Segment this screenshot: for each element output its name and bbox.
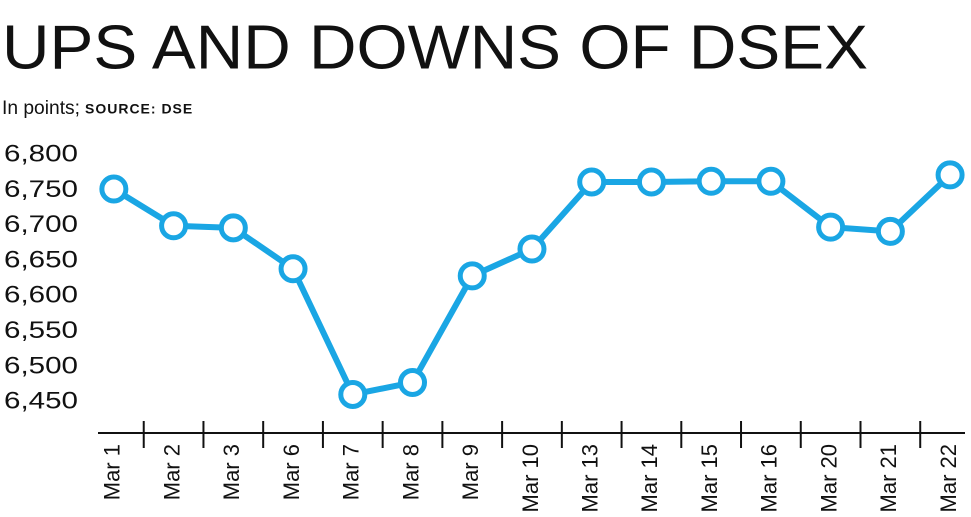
x-tick-label: Mar 1 xyxy=(100,444,125,500)
marker xyxy=(577,167,607,197)
marker xyxy=(756,166,786,196)
x-tick-label: Mar 6 xyxy=(279,444,304,500)
y-tick-label: 6,500 xyxy=(4,352,78,379)
x-tick-label: Mar 14 xyxy=(637,444,662,512)
x-tick-label: Mar 20 xyxy=(816,444,841,512)
x-tick-label: Mar 15 xyxy=(697,444,722,512)
x-tick-label: Mar 10 xyxy=(518,444,543,512)
y-tick-label: 6,750 xyxy=(4,176,78,203)
marker xyxy=(816,212,846,242)
marker xyxy=(636,167,666,197)
x-tick-label: Mar 3 xyxy=(219,444,244,500)
x-tick-label: Mar 9 xyxy=(458,444,483,500)
x-tick-label: Mar 13 xyxy=(578,444,603,512)
marker xyxy=(696,166,726,196)
marker xyxy=(338,379,368,409)
source: SOURCE: DSE xyxy=(85,101,193,117)
marker xyxy=(935,160,965,190)
marker xyxy=(517,234,547,264)
x-tick-label: Mar 16 xyxy=(757,444,782,512)
x-tick-label: Mar 8 xyxy=(398,444,423,500)
marker xyxy=(457,261,487,291)
x-tick-label: Mar 2 xyxy=(159,444,184,500)
y-tick-label: 6,700 xyxy=(4,211,78,238)
marker xyxy=(218,213,248,243)
y-tick-label: 6,600 xyxy=(4,282,78,309)
marker xyxy=(159,211,189,241)
y-tick-label: 6,800 xyxy=(4,140,78,167)
chart-title: UPS AND DOWNS OF DSEX xyxy=(2,13,868,82)
marker xyxy=(875,216,905,246)
x-tick-label: Mar 7 xyxy=(339,444,364,500)
marker xyxy=(398,367,428,397)
marker xyxy=(99,174,129,204)
x-tick-label: Mar 22 xyxy=(936,444,961,512)
marker xyxy=(278,254,308,284)
y-tick-label: 6,450 xyxy=(4,388,78,415)
line xyxy=(112,172,953,398)
y-tick-label: 6,650 xyxy=(4,246,78,273)
subtitle: In points; xyxy=(2,98,80,119)
x-tick-label: Mar 21 xyxy=(876,444,901,512)
y-tick-label: 6,550 xyxy=(4,317,78,344)
